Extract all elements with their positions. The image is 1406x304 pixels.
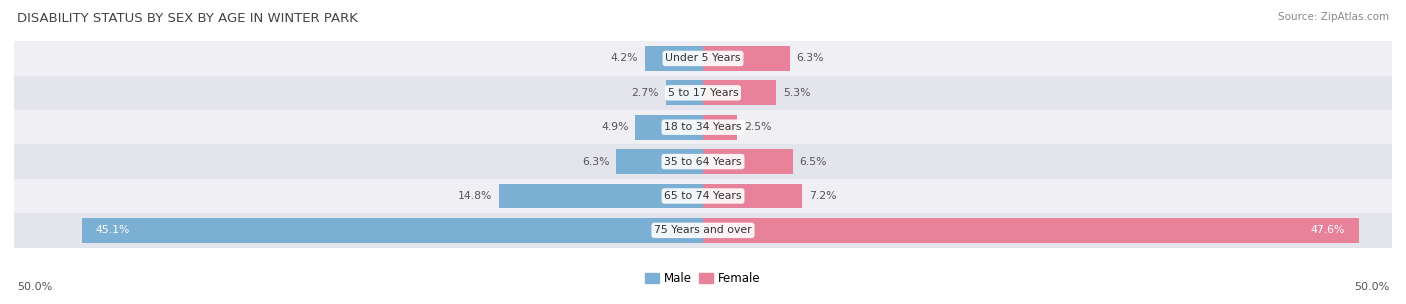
Text: DISABILITY STATUS BY SEX BY AGE IN WINTER PARK: DISABILITY STATUS BY SEX BY AGE IN WINTE… — [17, 12, 357, 25]
Text: 2.7%: 2.7% — [631, 88, 659, 98]
Bar — [499, 184, 703, 208]
Text: 45.1%: 45.1% — [96, 225, 129, 235]
Bar — [703, 81, 776, 105]
Bar — [14, 144, 1392, 179]
Text: 6.3%: 6.3% — [582, 157, 609, 167]
Text: 35 to 64 Years: 35 to 64 Years — [664, 157, 742, 167]
Text: 5 to 17 Years: 5 to 17 Years — [668, 88, 738, 98]
Text: 18 to 34 Years: 18 to 34 Years — [664, 122, 742, 132]
Text: 6.5%: 6.5% — [800, 157, 827, 167]
Text: 2.5%: 2.5% — [744, 122, 772, 132]
Text: 50.0%: 50.0% — [1354, 282, 1389, 292]
Text: 14.8%: 14.8% — [458, 191, 492, 201]
Bar — [703, 46, 790, 71]
Bar — [703, 149, 793, 174]
Bar — [666, 81, 703, 105]
Bar — [14, 110, 1392, 144]
Text: 50.0%: 50.0% — [17, 282, 52, 292]
Bar — [616, 149, 703, 174]
Bar — [14, 179, 1392, 213]
Bar — [636, 115, 703, 140]
Bar — [645, 46, 703, 71]
Bar — [703, 218, 1358, 243]
Text: 4.2%: 4.2% — [610, 54, 638, 64]
Bar — [703, 184, 803, 208]
Text: 7.2%: 7.2% — [808, 191, 837, 201]
Legend: Male, Female: Male, Female — [641, 267, 765, 289]
Text: 6.3%: 6.3% — [797, 54, 824, 64]
Text: 47.6%: 47.6% — [1310, 225, 1346, 235]
Text: 65 to 74 Years: 65 to 74 Years — [664, 191, 742, 201]
Text: Under 5 Years: Under 5 Years — [665, 54, 741, 64]
Text: 4.9%: 4.9% — [602, 122, 628, 132]
Bar — [82, 218, 703, 243]
Text: Source: ZipAtlas.com: Source: ZipAtlas.com — [1278, 12, 1389, 22]
Text: 75 Years and over: 75 Years and over — [654, 225, 752, 235]
Bar — [14, 213, 1392, 247]
Bar — [703, 115, 738, 140]
Bar — [14, 76, 1392, 110]
Text: 5.3%: 5.3% — [783, 88, 810, 98]
Bar — [14, 41, 1392, 76]
